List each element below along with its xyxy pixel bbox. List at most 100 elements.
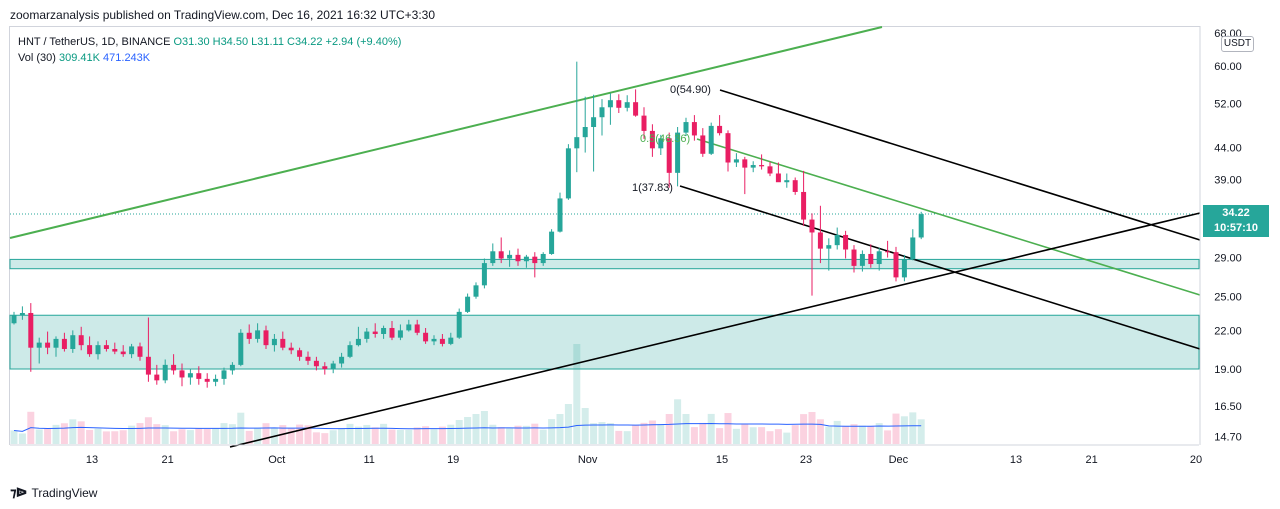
candle: [263, 325, 269, 349]
volume-bar: [161, 425, 169, 444]
candle: [78, 326, 84, 351]
candle: [431, 335, 437, 346]
candle-body: [330, 363, 336, 369]
candle-body: [523, 256, 529, 262]
price-chart[interactable]: 0(54.90)0.5(46.36)1(37.83)68.0060.0052.0…: [0, 0, 1280, 472]
candle-body: [129, 346, 135, 355]
candle-body: [859, 253, 865, 266]
currency-unit-badge[interactable]: USDT: [1221, 36, 1254, 52]
ohlc-values: O31.30 H34.50 L31.11 C34.22 +2.94 (+9.40…: [173, 36, 402, 48]
volume-bar: [52, 424, 60, 444]
candle: [767, 161, 773, 177]
candle-body: [78, 335, 84, 346]
volume-bar: [195, 428, 203, 444]
price-tick-label: 29.00: [1214, 253, 1242, 265]
fib-mid-line: [696, 138, 1201, 296]
volume-bar: [623, 431, 631, 444]
volume-bar: [741, 424, 749, 444]
candle-body: [179, 370, 185, 378]
volume-bar: [657, 424, 665, 444]
candle-body: [633, 102, 639, 116]
candle: [775, 162, 781, 183]
time-tick-label: Dec: [889, 454, 909, 466]
candle-body: [95, 345, 101, 355]
volume-bar: [111, 431, 119, 444]
volume-bar: [354, 426, 362, 444]
time-axis: 13 21 Oct 11 19 Nov 15 23 Dec 13 21 20: [86, 454, 1202, 466]
candle-body: [565, 148, 571, 199]
volume-bar: [321, 433, 329, 444]
candle-body: [843, 234, 849, 250]
candle-body: [717, 125, 723, 134]
support-zone-0: [9, 258, 1200, 270]
volume-bar: [464, 417, 472, 444]
candle-body: [397, 330, 403, 338]
price-tick-label: 16.50: [1214, 401, 1242, 413]
candle-body: [750, 165, 756, 168]
price-tick-label: 22.00: [1214, 325, 1242, 337]
candle-body: [868, 253, 874, 265]
candle-body: [456, 311, 462, 338]
price-tick-label: 39.00: [1214, 175, 1242, 187]
candle-body: [45, 342, 51, 348]
footer-brand[interactable]: ⁊ᐉ TradingView: [10, 485, 97, 501]
time-tick-label: 13: [86, 454, 98, 466]
volume-bar: [749, 427, 757, 444]
candle: [120, 345, 126, 357]
candle-body: [196, 373, 202, 379]
price-tick-label: 60.00: [1214, 61, 1242, 73]
candle-body: [742, 159, 748, 168]
candle-body: [574, 137, 580, 149]
candle-body: [19, 312, 25, 316]
candle-body: [649, 130, 655, 149]
candle: [456, 308, 462, 339]
volume-bar: [304, 425, 312, 444]
volume-bar: [648, 420, 656, 444]
volume-bar: [380, 423, 388, 444]
volume-bar: [850, 424, 858, 444]
volume-bar: [220, 423, 228, 444]
volume-bar: [581, 408, 589, 444]
candle: [36, 337, 42, 364]
volume-bar: [86, 429, 94, 444]
candle: [322, 362, 328, 375]
candle: [397, 324, 403, 341]
volume-bar: [783, 432, 791, 444]
candle-body: [901, 259, 907, 278]
last-price-tag: 34.22 10:57:10: [1203, 205, 1269, 237]
candle-body: [137, 346, 143, 357]
candle-body: [322, 366, 328, 369]
candle: [364, 327, 370, 343]
candle: [255, 323, 261, 343]
descending-channel-bottom: [679, 185, 1201, 350]
candle: [742, 156, 748, 195]
candle-body: [851, 249, 857, 266]
candle: [162, 359, 168, 384]
candle: [817, 205, 823, 264]
chart-frame: [9, 26, 1200, 445]
time-tick-label: Nov: [578, 454, 598, 466]
price-tick-label: 44.00: [1214, 143, 1242, 155]
volume-bar: [18, 433, 26, 444]
candle-body: [347, 345, 353, 357]
volume-bar: [497, 427, 505, 444]
candle: [381, 325, 387, 339]
time-tick-label: 23: [800, 454, 812, 466]
volume-bar: [665, 414, 673, 444]
volume-bar: [186, 430, 194, 444]
last-price-value: 34.22: [1222, 207, 1250, 219]
volume-value: 309.41K: [58, 52, 100, 64]
candle: [112, 342, 118, 355]
candle-body: [498, 251, 504, 259]
candle-body: [448, 337, 454, 344]
candle-body: [439, 338, 445, 344]
candle-body: [11, 315, 17, 324]
candle: [414, 319, 420, 336]
candle-body: [834, 234, 840, 246]
candle: [481, 258, 487, 289]
tradingview-logo-icon: ⁊ᐉ: [10, 485, 27, 500]
volume-bar: [531, 423, 539, 444]
candle-body: [263, 330, 269, 346]
volume-bar: [363, 424, 371, 444]
volume-ma-value: 471.243K: [103, 52, 151, 64]
